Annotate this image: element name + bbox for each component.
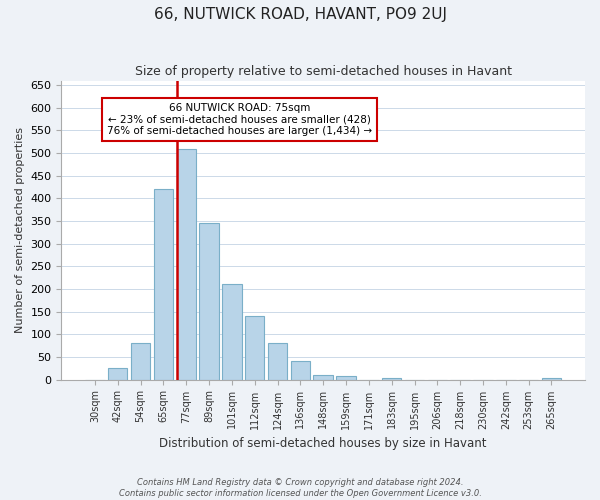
Bar xyxy=(542,378,561,380)
Bar xyxy=(108,368,127,380)
Y-axis label: Number of semi-detached properties: Number of semi-detached properties xyxy=(15,127,25,333)
Title: Size of property relative to semi-detached houses in Havant: Size of property relative to semi-detach… xyxy=(135,65,512,78)
Bar xyxy=(290,360,310,380)
Bar xyxy=(313,375,333,380)
Bar xyxy=(222,284,242,380)
Bar xyxy=(268,344,287,380)
Bar xyxy=(131,344,150,380)
Bar xyxy=(176,148,196,380)
Bar xyxy=(245,316,265,380)
Bar xyxy=(382,378,401,380)
Bar xyxy=(154,190,173,380)
Text: 66 NUTWICK ROAD: 75sqm
← 23% of semi-detached houses are smaller (428)
76% of se: 66 NUTWICK ROAD: 75sqm ← 23% of semi-det… xyxy=(107,103,372,136)
X-axis label: Distribution of semi-detached houses by size in Havant: Distribution of semi-detached houses by … xyxy=(160,437,487,450)
Bar xyxy=(199,224,219,380)
Text: 66, NUTWICK ROAD, HAVANT, PO9 2UJ: 66, NUTWICK ROAD, HAVANT, PO9 2UJ xyxy=(154,8,446,22)
Text: Contains HM Land Registry data © Crown copyright and database right 2024.
Contai: Contains HM Land Registry data © Crown c… xyxy=(119,478,481,498)
Bar xyxy=(337,376,356,380)
